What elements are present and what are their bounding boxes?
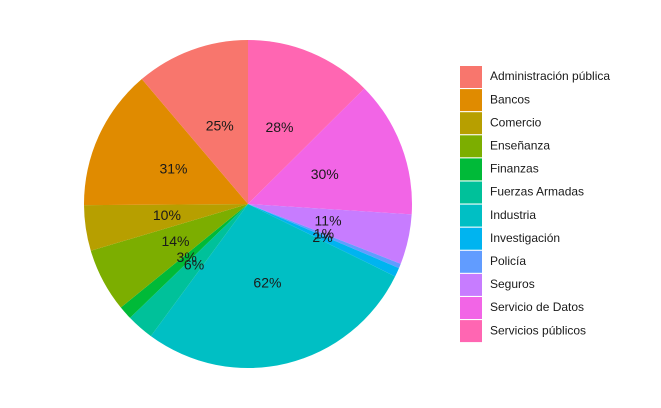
legend-swatch xyxy=(460,135,482,158)
legend-swatch xyxy=(460,320,482,343)
slice-percent-label: 30% xyxy=(311,166,339,182)
legend-swatch xyxy=(460,112,482,135)
legend-label: Servicios públicos xyxy=(490,323,586,337)
legend-label: Finanzas xyxy=(490,162,539,176)
pie-labels: 28% 30% 11%1%2% 62% 6%3%14% 10% 31% 25% xyxy=(153,118,342,291)
pie-slice xyxy=(90,204,248,308)
pie-slice xyxy=(84,204,249,251)
pie-slice xyxy=(141,40,248,204)
legend-label: Bancos xyxy=(490,92,530,106)
pie-slice xyxy=(130,204,248,337)
slice-percent-label: 11% xyxy=(315,212,342,228)
legend-swatch xyxy=(460,250,482,273)
legend-swatch xyxy=(460,66,482,88)
pie-slice xyxy=(248,204,412,264)
legend-swatch xyxy=(460,181,482,204)
legend-swatch xyxy=(460,227,482,250)
pie-slice xyxy=(120,204,248,318)
slice-percent-label: 1% xyxy=(314,226,334,242)
slice-percent-label: 2% xyxy=(312,229,332,245)
pie-slice xyxy=(248,204,399,277)
legend-swatch xyxy=(460,273,482,296)
pie-slice xyxy=(84,79,248,206)
pie-slice xyxy=(248,88,413,215)
legend: Administración pública Bancos Comercio Ense… xyxy=(460,66,610,343)
legend-label: Seguros xyxy=(490,277,535,291)
legend-label: Servicio de Datos xyxy=(490,300,584,314)
slice-percent-label: 62% xyxy=(253,274,281,290)
legend-label: Industria xyxy=(490,208,536,222)
legend-swatch xyxy=(460,158,482,181)
slice-percent-label: 6% xyxy=(184,256,204,272)
slice-percent-label: 14% xyxy=(161,233,189,249)
slice-percent-label: 10% xyxy=(153,207,181,223)
legend-label: Fuerzas Armadas xyxy=(490,185,584,199)
legend-label: Policía xyxy=(490,254,526,268)
slice-percent-label: 25% xyxy=(206,118,234,134)
slice-percent-label: 3% xyxy=(177,249,197,265)
pie-slices xyxy=(84,40,413,369)
pie-slice xyxy=(248,204,401,269)
legend-label: Comercio xyxy=(490,115,542,129)
legend-swatch xyxy=(460,89,482,112)
legend-swatch xyxy=(460,297,482,319)
legend-label: Enseñanza xyxy=(490,138,550,152)
legend-label: Administración pública xyxy=(490,69,610,83)
legend-label: Investigación xyxy=(490,231,560,245)
legend-swatch xyxy=(460,204,482,227)
pie-slice xyxy=(248,40,365,204)
pie-slice xyxy=(150,204,396,369)
slice-percent-label: 31% xyxy=(159,161,187,177)
slice-percent-label: 28% xyxy=(265,119,293,135)
